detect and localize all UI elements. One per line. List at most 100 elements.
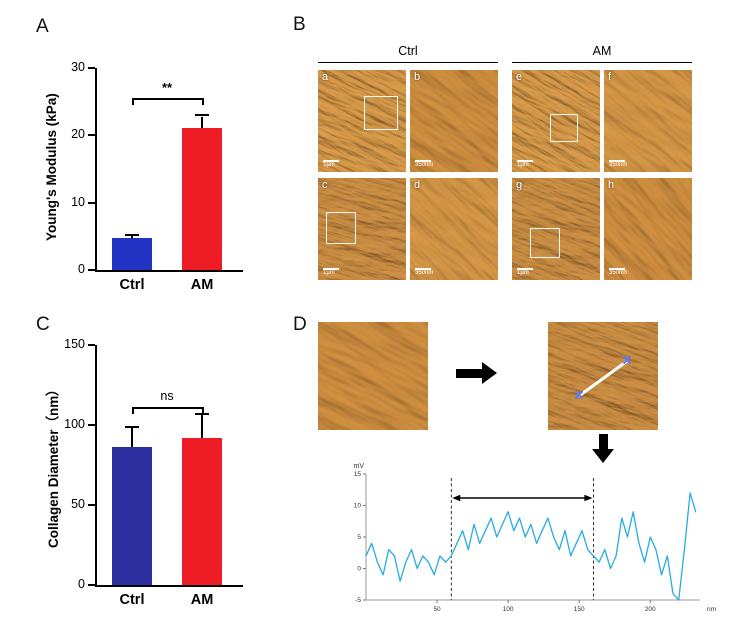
y-axis-tick [88, 67, 95, 69]
afm-image-h: h 350nm [604, 178, 692, 280]
scale-bar-label: 350nm [609, 162, 628, 168]
image-letter: h [608, 179, 615, 191]
afm-texture [318, 178, 406, 280]
scale-bar-line [517, 160, 533, 162]
y-axis-label-youngs-modulus: Young's Modulus (kPa) [44, 93, 59, 241]
arrow-head [482, 362, 497, 384]
scale-bar-label: 350nm [415, 270, 434, 276]
afm-image-c: c 1μm [318, 178, 406, 280]
span-arrow-head-left [452, 494, 461, 502]
y-axis-tick [88, 201, 95, 204]
data-bar [112, 238, 152, 270]
x-category-label: Ctrl [119, 277, 145, 293]
y-axis-tick-label: 10 [71, 194, 85, 209]
error-bar-cap [125, 233, 139, 236]
y-tick-label: 10 [354, 503, 362, 510]
afm-texture [318, 70, 406, 172]
error-bar-cap [195, 413, 209, 416]
scale-bar-line [517, 268, 533, 270]
scale-bar-line [415, 268, 431, 270]
afm-image-g: g 1μm [512, 178, 600, 280]
x-tick-label: 50 [433, 606, 441, 613]
significance-bracket-end [202, 407, 204, 414]
significance-bracket-line [132, 407, 202, 409]
error-bar-stem [201, 415, 203, 438]
y-axis-tick [88, 269, 95, 271]
scale-bar-line [609, 268, 625, 270]
significance-bracket-end [202, 98, 204, 105]
scale-bar-label: 350nm [415, 162, 434, 168]
scale-bar-label: 1μm [323, 162, 335, 168]
significance-bracket-line [132, 98, 202, 100]
error-bar-cap [125, 426, 139, 429]
scale-bar: 1μm [517, 268, 533, 277]
afm-texture [410, 70, 498, 172]
scale-bar-label: 350nm [609, 270, 628, 276]
y-axis-tick [88, 134, 95, 137]
y-axis-tick-label: 100 [64, 417, 85, 431]
scale-bar-label: 1μm [323, 270, 335, 276]
scale-bar: 350nm [609, 268, 627, 277]
y-axis-tick [88, 424, 95, 426]
y-tick-label: -5 [355, 597, 361, 604]
scale-bar: 350nm [415, 160, 433, 169]
image-letter: b [414, 71, 421, 83]
scale-bar-label: 1μm [517, 162, 529, 168]
significance-bracket-end [132, 98, 134, 105]
down-arrow-icon [592, 434, 614, 464]
y-axis-unit-label: mV [354, 463, 365, 470]
arrow-shaft [598, 434, 608, 449]
image-letter: c [322, 179, 328, 191]
scale-bar-line [415, 160, 431, 162]
x-category-label: AM [190, 592, 214, 608]
image-letter: d [414, 179, 421, 191]
error-bar-cap [195, 114, 209, 117]
y-axis-tick-label: 0 [78, 577, 85, 591]
arrow-head [592, 449, 614, 463]
data-bar [182, 437, 222, 585]
scale-bar: 1μm [323, 268, 339, 277]
image-letter: e [516, 71, 523, 83]
afm-image-f: f 350nm [604, 70, 692, 172]
x-axis-unit-label: nm [707, 606, 716, 613]
bar-chart-youngs-modulus: 0 10 20 30 Ctrl AM ** [71, 60, 243, 293]
x-category-label: AM [190, 277, 214, 293]
panel-label-d: D [293, 314, 307, 335]
y-axis-label-collagen-diameter: Collagen Diameter（nm） [46, 382, 61, 548]
error-bar-stem [131, 428, 133, 448]
y-axis-tick [88, 504, 95, 506]
error-bar-stem [131, 235, 133, 239]
afm-image-d: d 350nm [410, 178, 498, 280]
y-tick-label: 5 [357, 534, 361, 541]
roi-box [326, 212, 356, 244]
scale-bar: 1μm [323, 160, 339, 169]
panel-label-a: A [36, 16, 49, 37]
significance-bracket-end [132, 407, 134, 414]
arrow-shaft [456, 368, 482, 378]
data-bar [182, 127, 222, 270]
right-arrow-icon [456, 362, 498, 384]
y-axis-tick [88, 344, 95, 346]
x-tick-label: 200 [645, 606, 656, 613]
error-bar-stem [201, 116, 203, 128]
significance-label: ** [161, 80, 173, 95]
roi-box [364, 96, 398, 130]
y-axis-tick-label: 30 [71, 60, 85, 74]
group-header-ctrl: Ctrl [318, 44, 498, 63]
image-letter: g [516, 179, 523, 191]
x-category-label: Ctrl [119, 592, 145, 608]
scale-bar: 1μm [517, 160, 533, 169]
data-bar [112, 447, 152, 585]
line-profile-chart: -5 0 5 10 15 50 100 150 200 mV nm [354, 463, 717, 613]
scale-bar-line [609, 160, 625, 162]
span-arrow-head-right [584, 494, 593, 502]
image-letter: f [608, 71, 612, 83]
y-axis-tick [88, 584, 95, 586]
scale-bar: 350nm [415, 268, 433, 277]
y-axis-tick-label: 150 [64, 337, 85, 351]
afm-texture [604, 70, 692, 172]
afm-image-a: a 1μm [318, 70, 406, 172]
scale-bar: 350nm [609, 160, 627, 169]
x-tick-label: 100 [503, 606, 514, 613]
